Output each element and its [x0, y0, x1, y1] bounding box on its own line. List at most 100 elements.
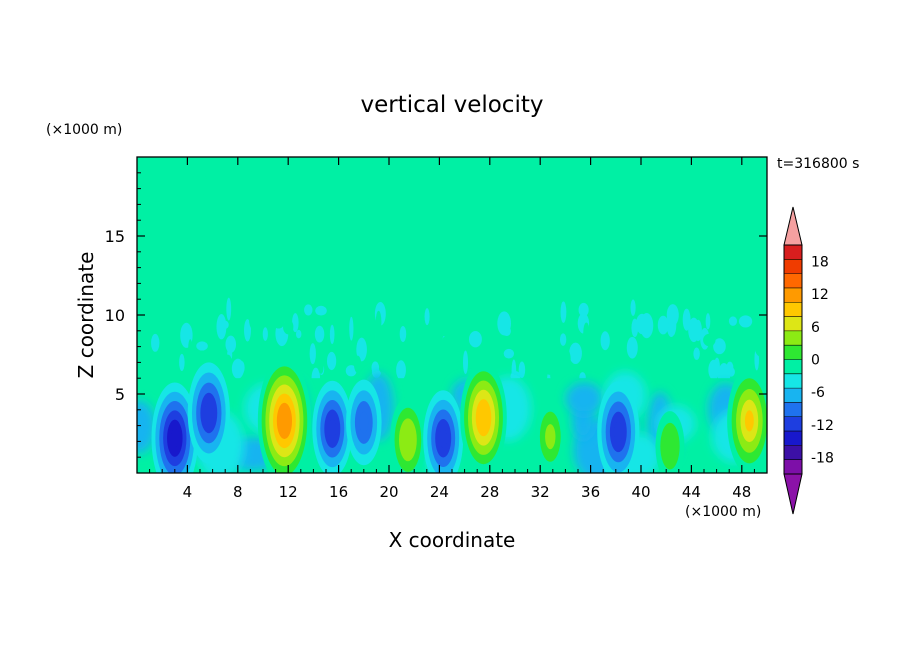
contour-speckle [231, 358, 245, 379]
contour-speckle [399, 325, 407, 342]
contour-patch [410, 269, 491, 326]
contour-speckle [221, 320, 229, 329]
chart-title: vertical velocity [361, 92, 544, 118]
contour-speckle [226, 297, 232, 321]
contour-speckle [612, 353, 620, 374]
contour-speckle [151, 333, 160, 352]
contour-level [204, 402, 214, 424]
contour-patch [141, 201, 198, 261]
contour-speckle [216, 314, 227, 340]
colorbar-segment [784, 402, 802, 417]
contour-speckle [583, 322, 590, 345]
contour-speckle [503, 348, 515, 359]
contour-patch [711, 203, 767, 241]
contour-speckle [682, 308, 691, 331]
x-tick-label: 28 [480, 483, 499, 501]
contour-speckle [161, 317, 171, 330]
contour-speckle [248, 308, 256, 329]
contour-speckle [304, 304, 313, 316]
contour-speckle [455, 299, 460, 317]
boundary-cell [565, 382, 604, 415]
colorbar-segment [784, 316, 802, 331]
contour-patch [635, 175, 685, 210]
colorbar-segment [784, 459, 802, 474]
contour-patch [137, 164, 190, 212]
contour-speckle [283, 319, 294, 335]
colorbar-segment [784, 273, 802, 288]
contour-level [479, 408, 488, 428]
contour-patch [368, 157, 461, 193]
contour-patch [265, 193, 342, 216]
contour-speckle [693, 347, 700, 360]
contour-level [359, 411, 369, 434]
contour-speckle [497, 311, 512, 336]
y-axis-label: Z coordinate [74, 252, 98, 379]
x-tick-label: 24 [430, 483, 449, 501]
contour-speckle [424, 308, 430, 326]
contour-speckle [222, 354, 232, 368]
contour-speckle [375, 310, 382, 334]
contour-speckle [244, 319, 251, 342]
contour-speckle [318, 360, 324, 374]
contour-speckle [559, 333, 567, 346]
contour-speckle [428, 335, 440, 345]
contour-speckle [450, 321, 456, 346]
convective-cell [257, 357, 312, 473]
convective-cell [460, 361, 507, 473]
colorbar: 18 12 6 0 -6 -12 -18 [783, 206, 834, 515]
contour-speckle [168, 351, 178, 369]
colorbar-tick-label: 0 [811, 353, 820, 369]
x-axis-label: X coordinate [389, 528, 516, 552]
contour-speckle [463, 350, 469, 375]
y-unit-label: (×1000 m) [46, 122, 122, 138]
contour-patch [232, 264, 274, 313]
convective-cell [534, 399, 566, 473]
contour-speckle [273, 316, 285, 329]
colorbar-segment [784, 416, 802, 432]
contour-speckle [314, 325, 325, 343]
contour-patch [343, 198, 374, 256]
colorbar-tick-label: 6 [811, 320, 820, 336]
contour-speckle [315, 305, 327, 316]
convective-cell [727, 367, 767, 473]
contour-speckle [703, 333, 716, 347]
contour-speckle [142, 360, 150, 378]
contour-speckle [728, 316, 738, 326]
contour-speckle [225, 335, 237, 353]
contour-speckle [586, 350, 601, 368]
x-tick-label: 40 [631, 483, 650, 501]
contour-speckle [196, 341, 208, 351]
colorbar-segment [784, 259, 802, 274]
x-tick-label: 48 [732, 483, 751, 501]
boundary-cell [137, 400, 156, 454]
contour-speckle [688, 317, 700, 343]
contour-speckle [511, 359, 517, 383]
convective-cell [390, 397, 426, 473]
contour-speckle [468, 331, 482, 348]
contour-speckle [738, 315, 753, 328]
contour-speckle [558, 347, 571, 371]
x-tick-label: 12 [279, 483, 298, 501]
contour-patch [331, 157, 360, 187]
contour-speckle [728, 346, 742, 367]
contour-speckle [137, 344, 142, 368]
contour-speckle [578, 302, 589, 317]
contour-patch [194, 191, 251, 212]
contour-speckle [309, 343, 316, 365]
colorbar-segment [784, 445, 802, 460]
contour-patch [446, 328, 515, 382]
colorbar-segment [784, 431, 802, 446]
contour-speckle [685, 354, 690, 378]
contour-speckle [484, 330, 491, 346]
contour-speckle [601, 320, 608, 331]
contour-speckle [657, 315, 669, 335]
contour-speckle [600, 331, 610, 351]
plot-area [137, 157, 767, 473]
time-label: t=316800 s [777, 156, 859, 172]
contour-patch [380, 257, 468, 278]
convective-cell [423, 390, 464, 473]
contour-speckle [192, 315, 207, 331]
convective-cell [151, 382, 199, 473]
contour-speckle [713, 338, 726, 355]
colorbar-segment [784, 345, 802, 360]
